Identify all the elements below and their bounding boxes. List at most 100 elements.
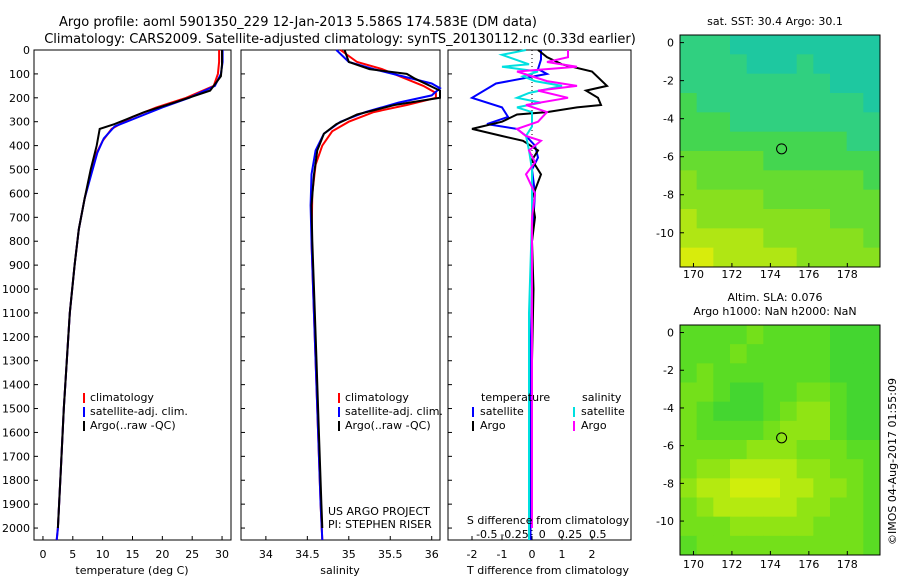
heatmap-cell	[713, 497, 731, 518]
heatmap-cell	[730, 382, 748, 403]
heatmap-cell	[846, 344, 864, 364]
map-x-tick-label: 178	[837, 558, 858, 571]
series-line-argo-raw-qc-	[310, 49, 441, 529]
heatmap-cell	[796, 459, 814, 479]
heatmap-cell	[680, 535, 698, 556]
depth-tick-label: 1400	[2, 379, 30, 392]
heatmap-cell	[680, 170, 698, 191]
heatmap-cell	[713, 93, 731, 113]
heatmap-cell	[696, 497, 714, 518]
heatmap-cell	[730, 497, 748, 518]
heatmap-cell	[763, 54, 781, 75]
salinity-panel	[240, 49, 441, 541]
x-tick-label: 15	[126, 548, 140, 561]
heatmap-cell	[846, 112, 864, 133]
heatmap-cell	[763, 363, 781, 383]
heatmap-cell	[696, 112, 714, 133]
depth-tick-label: 1100	[2, 307, 30, 320]
heatmap-cell	[680, 73, 698, 94]
heatmap-cell	[730, 420, 748, 441]
heatmap-cell	[746, 459, 764, 479]
heatmap-cell	[696, 325, 714, 345]
heatmap-cell	[830, 54, 848, 75]
heatmap-cell	[813, 325, 831, 345]
heatmap-cell	[813, 420, 831, 441]
heatmap-cell	[830, 497, 848, 518]
x-tick-top-label: 0.25	[558, 528, 583, 541]
heatmap-cell	[680, 325, 698, 345]
heatmap-cell	[813, 516, 831, 537]
map-y-tick-label: -8	[663, 477, 674, 490]
heatmap-cell	[796, 325, 814, 345]
heatmap-cell	[696, 54, 714, 75]
heatmap-cell	[863, 516, 881, 537]
heatmap-cell	[813, 189, 831, 210]
legend-label: satellite	[480, 405, 524, 418]
heatmap-cell	[796, 35, 814, 55]
heatmap-cell	[863, 189, 881, 210]
heatmap-cell	[746, 401, 764, 422]
heatmap-cell	[796, 516, 814, 537]
heatmap-cell	[680, 35, 698, 55]
depth-tick-label: 1500	[2, 403, 30, 416]
heatmap-cell	[813, 459, 831, 479]
heatmap-cell	[796, 401, 814, 422]
heatmap-cell	[746, 420, 764, 441]
legend-label: climatology	[90, 391, 154, 404]
heatmap-cell	[746, 344, 764, 364]
sla-map	[680, 325, 881, 556]
x-tick-top-label: -0.5	[476, 528, 497, 541]
heatmap-cell	[680, 401, 698, 422]
heatmap-cell	[796, 440, 814, 460]
heatmap-cell	[780, 420, 798, 441]
heatmap-cell	[696, 170, 714, 191]
heatmap-cell	[830, 401, 848, 422]
heatmap-cell	[696, 151, 714, 171]
heatmap-cell	[730, 54, 748, 75]
heatmap-cell	[796, 189, 814, 210]
heatmap-cell	[780, 93, 798, 113]
heatmap-cell	[830, 131, 848, 152]
heatmap-cell	[780, 344, 798, 364]
depth-tick-label: 500	[9, 164, 30, 177]
depth-tick-label: 800	[9, 235, 30, 248]
heatmap-cell	[763, 209, 781, 229]
x-tick-label: 35	[342, 548, 356, 561]
sst-map-frame	[679, 34, 881, 268]
heatmap-cell	[696, 228, 714, 249]
legend-title-temperature: temperature	[481, 391, 550, 404]
sst-map	[680, 35, 881, 268]
heatmap-cell	[796, 478, 814, 498]
depth-tick-label: 100	[9, 68, 30, 81]
series-line-argo-raw-qc-	[56, 50, 223, 529]
map-x-tick-label: 172	[721, 268, 742, 281]
heatmap-cell	[746, 363, 764, 383]
map-y-tick-label: 0	[667, 327, 674, 340]
heatmap-cell	[730, 459, 748, 479]
heatmap-cell	[830, 189, 848, 210]
heatmap-cell	[763, 325, 781, 345]
heatmap-cell	[813, 497, 831, 518]
heatmap-cell	[696, 363, 714, 383]
argo-location-marker	[776, 143, 788, 155]
heatmap-cell	[780, 228, 798, 249]
heatmap-cell	[796, 535, 814, 556]
heatmap-cell	[680, 363, 698, 383]
heatmap-cell	[746, 93, 764, 113]
series-line-s-satellite	[498, 49, 563, 540]
heatmap-cell	[780, 73, 798, 94]
legend-label: Argo(..raw -QC)	[90, 419, 176, 432]
heatmap-cell	[813, 131, 831, 152]
heatmap-cell	[713, 209, 731, 229]
heatmap-cell	[763, 382, 781, 403]
legend-label: Argo	[581, 419, 607, 432]
heatmap-cell	[846, 459, 864, 479]
heatmap-cell	[863, 35, 881, 55]
heatmap-cell	[863, 112, 881, 133]
heatmap-cell	[863, 73, 881, 94]
heatmap-cell	[796, 247, 814, 268]
depth-tick-label: 1900	[2, 498, 30, 511]
heatmap-cell	[746, 325, 764, 345]
map-x-tick-label: 170	[683, 558, 704, 571]
legend-label: satellite-adj. clim.	[90, 405, 188, 418]
